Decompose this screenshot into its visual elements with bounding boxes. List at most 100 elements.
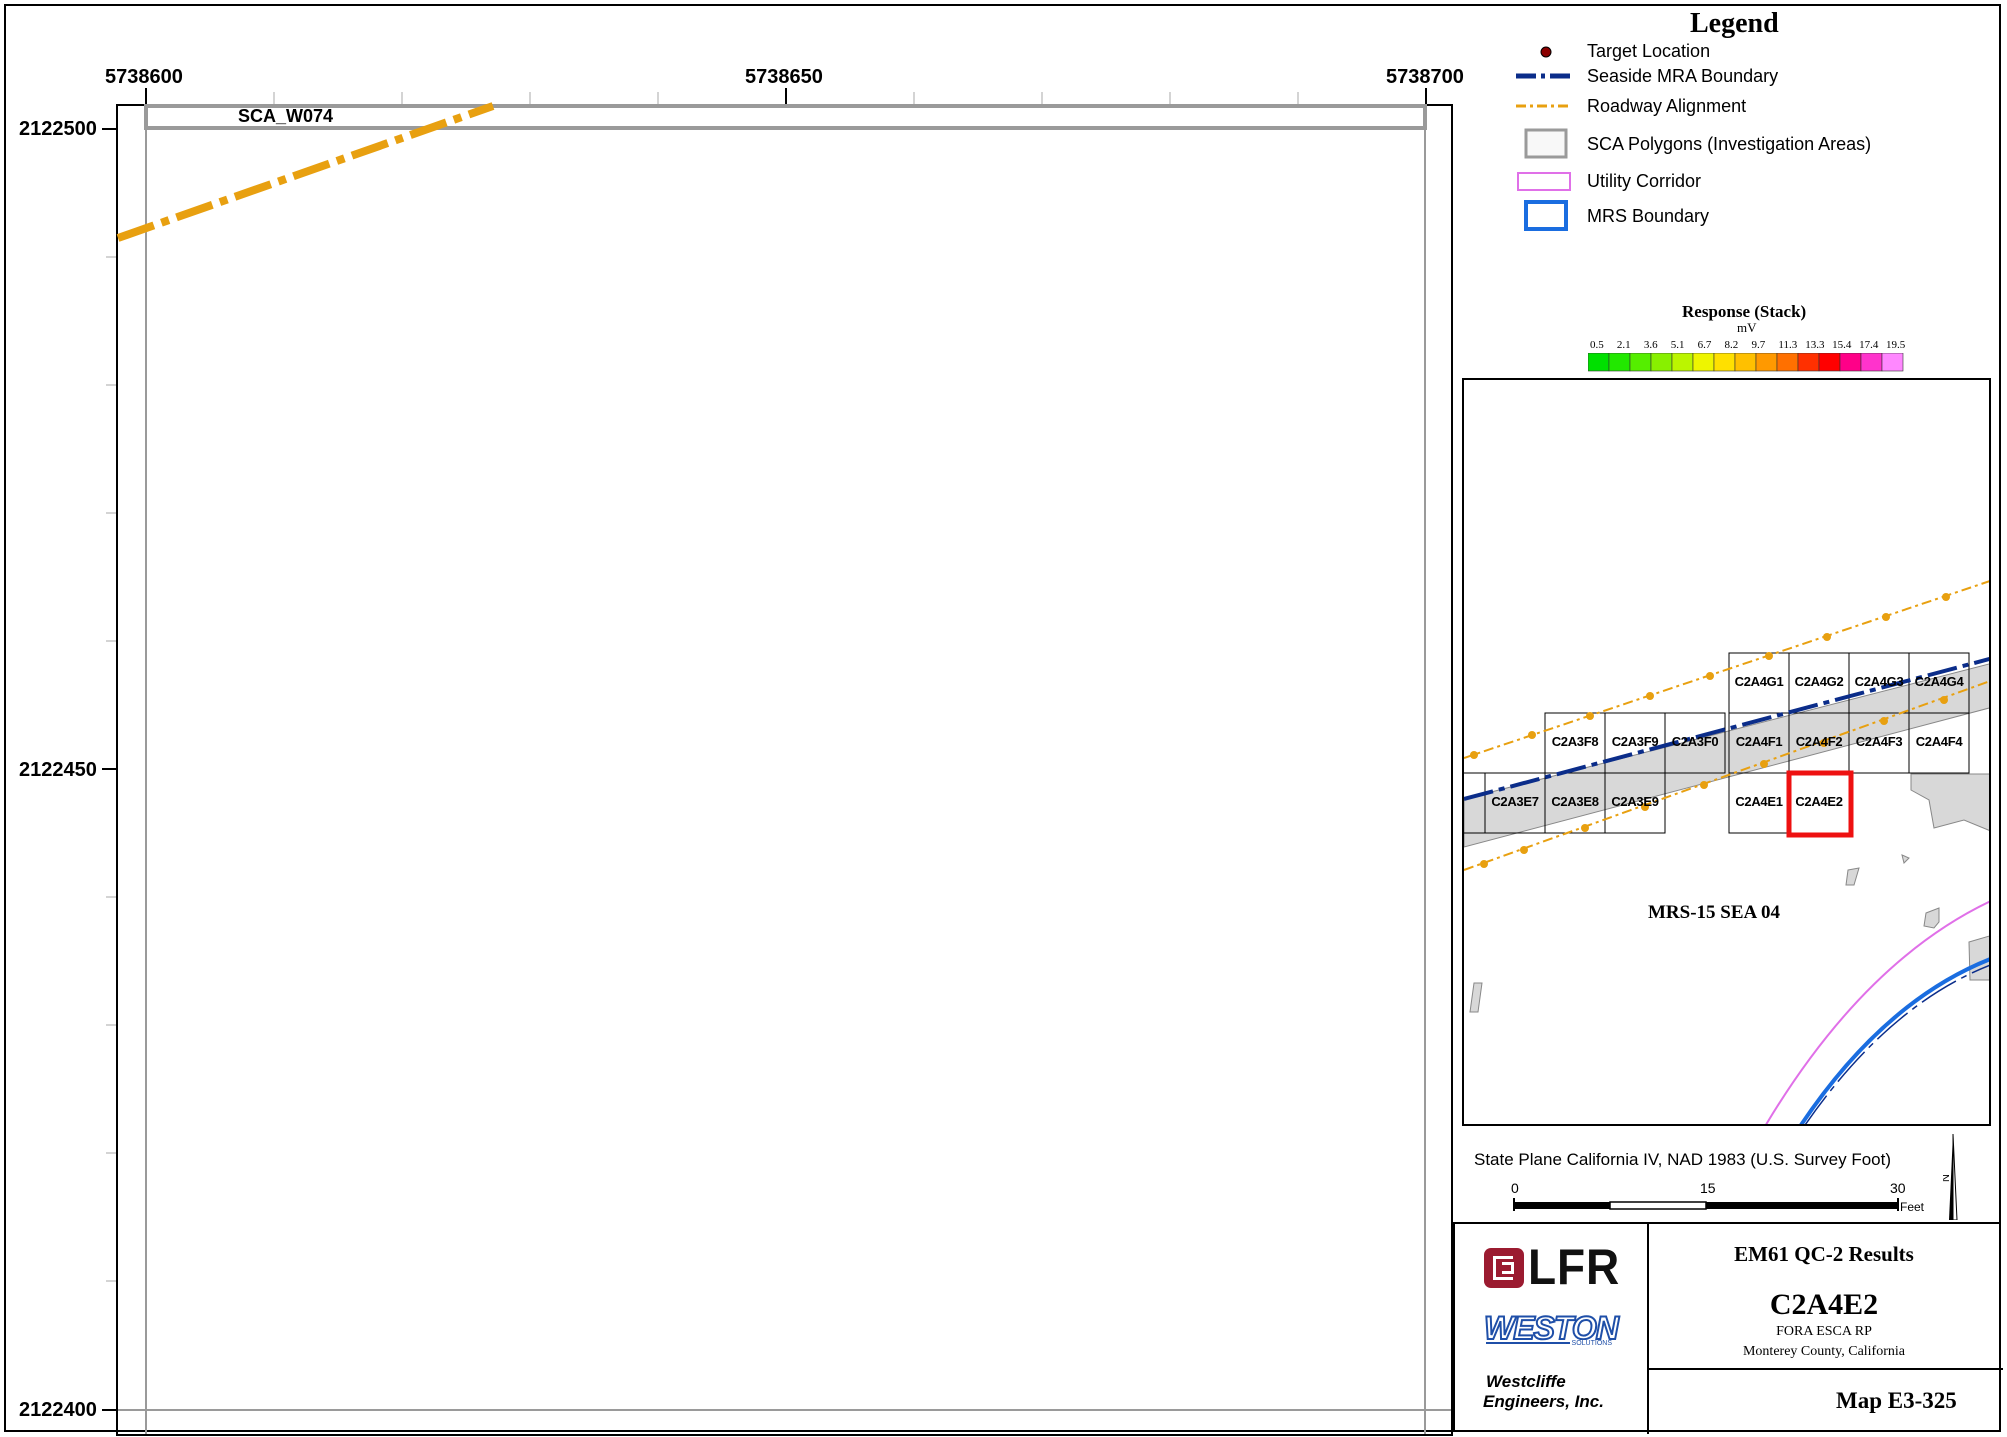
legend-label: Seaside MRA Boundary — [1587, 66, 1779, 86]
project-name: FORA ESCA RP — [1776, 1324, 1872, 1339]
grid-cell-label: C2A4G4 — [1914, 674, 1964, 689]
response-swatch — [1713, 353, 1736, 372]
response-swatch — [1776, 353, 1799, 372]
response-swatch — [1692, 353, 1715, 372]
project-location: Monterey County, California — [1742, 1344, 1905, 1359]
sca-polygon — [144, 104, 1427, 130]
x-coord-label: 5738650 — [745, 66, 823, 88]
response-swatch — [1860, 353, 1883, 372]
sca-area — [1845, 867, 1860, 886]
response-tick-label: 15.4 — [1832, 339, 1852, 351]
highlight-grid-c2a4e2 — [1786, 770, 1854, 838]
inset-roadway-line — [1464, 680, 1989, 871]
grid-cell-label: C2A4G3 — [1854, 674, 1904, 689]
sca-label: SCA_W074 — [238, 106, 334, 126]
map-number: Map E3-325 — [1836, 1388, 1957, 1413]
x-coord-label: 5738700 — [1386, 66, 1464, 88]
response-tick-label: 3.6 — [1643, 339, 1658, 351]
response-tick-label: 5.1 — [1670, 339, 1685, 351]
weston-logo: WESTON SOLUTIONS — [1483, 1309, 1620, 1347]
legend-label: MRS Boundary — [1587, 206, 1710, 226]
inset-roadway-line — [1464, 580, 1989, 759]
inset-area-label: MRS-15 SEA 04 — [1648, 902, 1780, 923]
sca-area — [1923, 907, 1940, 929]
inset-map[interactable]: C2A4G1 C2A4G2 C2A4G3 C2A4G4 C2A3F8 C2A3F9 C2A3… — [1462, 378, 1991, 1126]
response-tick-label: 6.7 — [1697, 339, 1712, 351]
legend-label: Roadway Alignment — [1587, 96, 1747, 116]
sca-area — [1464, 663, 1989, 848]
response-tick-label: 13.3 — [1805, 339, 1825, 351]
response-tick-label: 8.2 — [1724, 339, 1739, 351]
response-tick-label: 17.4 — [1859, 339, 1879, 351]
scale-bar — [1513, 1198, 1899, 1211]
response-swatch — [1797, 353, 1820, 372]
y-coord-label: 2122500 — [19, 118, 97, 140]
y-coord-label: 2122450 — [19, 759, 97, 781]
response-unit: mV — [1737, 320, 1757, 335]
response-swatch — [1818, 353, 1841, 372]
response-swatch — [1588, 353, 1610, 372]
projection-label: State Plane California IV, NAD 1983 (U.S… — [1474, 1150, 1892, 1169]
sca-area — [1901, 854, 1910, 864]
pink-box-icon — [1517, 172, 1571, 191]
legend-label: Utility Corridor — [1587, 171, 1702, 191]
response-swatch — [1734, 353, 1757, 372]
grid-cell-label: C2A3F0 — [1671, 734, 1719, 749]
target-dot-icon — [1540, 46, 1552, 58]
blue-box-icon — [1524, 200, 1568, 231]
legend-symbols — [1516, 46, 1571, 231]
inset-mra-boundary — [1464, 656, 1989, 801]
north-arrow-icon: N — [1943, 1134, 1958, 1220]
scale-tick: 0 — [1511, 1180, 1519, 1196]
grid-cell-label: C2A3E8 — [1551, 794, 1599, 809]
grid-cell-label: C2A3F9 — [1611, 734, 1659, 749]
roadway-alignment-line — [116, 102, 495, 242]
main-map-graphics — [102, 88, 1451, 1434]
legend-label: SCA Polygons (Investigation Areas) — [1587, 134, 1872, 154]
response-tick-label: 9.7 — [1751, 339, 1766, 351]
response-tick-label: 2.1 — [1616, 339, 1631, 351]
response-swatch — [1629, 353, 1652, 372]
response-color-bar — [1588, 353, 1904, 372]
y-coord-label: 2122400 — [19, 1399, 97, 1421]
svg-text:N: N — [1943, 1174, 1952, 1182]
grid-cell-label: C2A4E2 — [1795, 794, 1843, 809]
grid-cell-label: C2A4F3 — [1855, 734, 1903, 749]
response-title: Response (Stack) — [1682, 302, 1807, 321]
company-name-line2: Engineers, Inc. — [1483, 1392, 1604, 1411]
scale-tick: 30 — [1890, 1180, 1906, 1196]
sca-area — [1469, 982, 1483, 1013]
gray-box-icon — [1524, 128, 1568, 159]
grid-id-title: C2A4E2 — [1769, 1288, 1879, 1321]
page-frame — [4, 4, 2001, 1432]
inset-graphics — [1464, 580, 1989, 1124]
grid-cell-label: C2A4F2 — [1795, 734, 1843, 749]
roadway-markers — [1470, 593, 1950, 868]
grid-cell-label: C2A4F4 — [1915, 734, 1963, 749]
title-block — [1453, 1222, 2003, 1434]
response-swatch — [1839, 353, 1862, 372]
grid-cell-label: C2A3E7 — [1491, 794, 1539, 809]
legend-title: Legend — [1690, 8, 1779, 39]
response-tick-label: 11.3 — [1778, 339, 1798, 351]
grid-cell-label: C2A3E9 — [1611, 794, 1659, 809]
lfr-logo-text: LFR — [1528, 1239, 1621, 1295]
weston-logo-sub: SOLUTIONS — [1569, 1340, 1614, 1347]
legend-label: Target Location — [1587, 41, 1711, 61]
grid-cell-label: C2A3F8 — [1551, 734, 1599, 749]
scale-tick: 15 — [1700, 1180, 1716, 1196]
utility-corridor — [1765, 900, 1989, 1124]
mrs-boundary — [1799, 957, 1989, 1124]
x-coord-label: 5738600 — [105, 66, 183, 88]
grid-cell-label: C2A4G1 — [1734, 674, 1784, 689]
scale-unit: Feet — [1900, 1200, 1925, 1214]
response-swatch — [1608, 353, 1631, 372]
response-swatch — [1881, 353, 1904, 372]
results-title: EM61 QC-2 Results — [1734, 1242, 1914, 1266]
lfr-logo-icon — [1484, 1248, 1524, 1288]
response-tick-label: 19.5 — [1886, 339, 1906, 351]
response-swatch — [1755, 353, 1778, 372]
sca-area — [1910, 773, 1989, 831]
company-name-line1: Westcliffe — [1486, 1372, 1566, 1391]
grid-cell-label: C2A4G2 — [1794, 674, 1844, 689]
